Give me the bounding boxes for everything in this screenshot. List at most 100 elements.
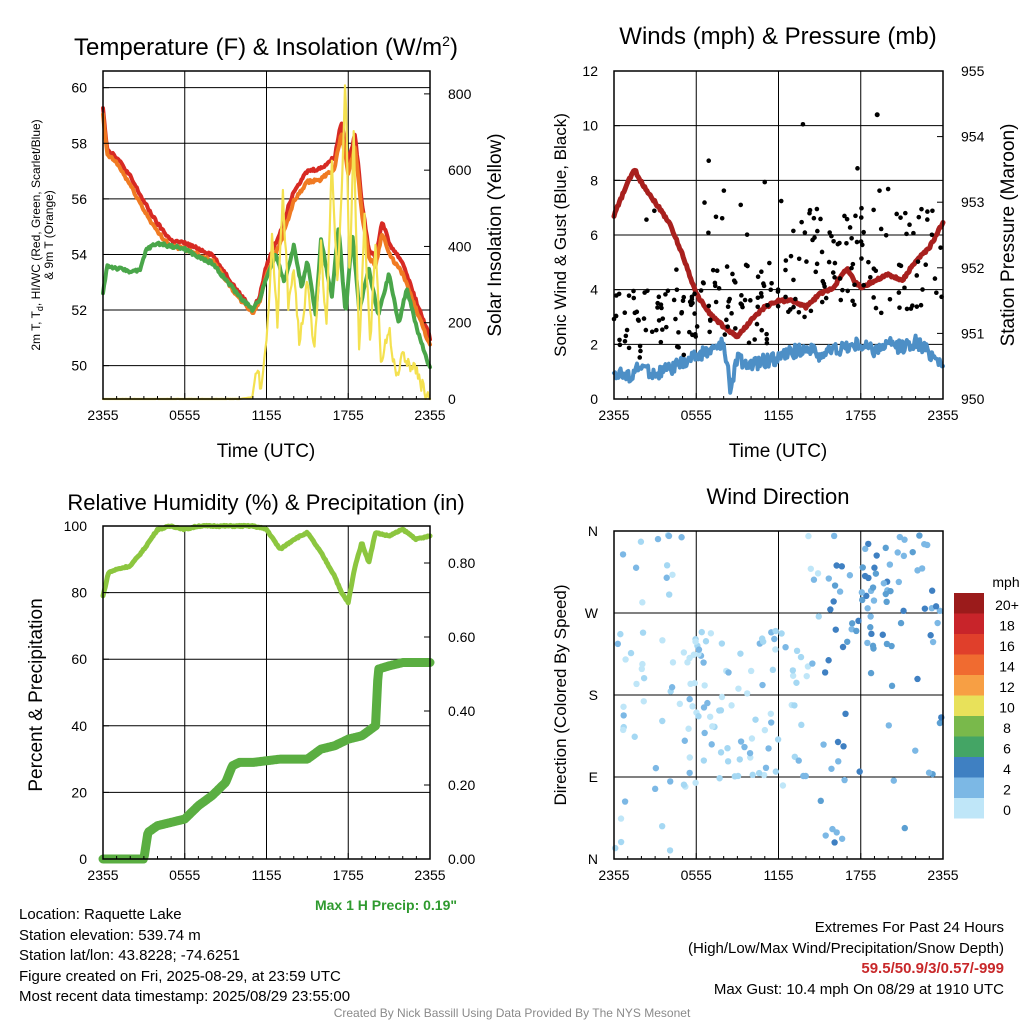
gust-point — [918, 302, 924, 308]
direction-point — [900, 607, 907, 615]
y-tick-label: N — [588, 523, 598, 539]
gust-point — [764, 340, 770, 346]
gust-point — [799, 219, 804, 225]
gust-point — [885, 186, 891, 192]
gust-point — [840, 287, 845, 293]
gust-point — [727, 296, 732, 302]
gust-point — [656, 318, 662, 323]
gust-point — [730, 271, 735, 277]
direction-point — [924, 541, 931, 549]
gust-point — [649, 329, 655, 335]
direction-point — [746, 749, 754, 757]
direction-point — [864, 605, 871, 612]
gust-point — [622, 338, 628, 344]
direction-point — [695, 646, 703, 653]
x-tick-label: 0555 — [169, 407, 200, 423]
gust-point — [652, 208, 657, 214]
x-tick-label: 1155 — [763, 407, 793, 423]
direction-point — [639, 629, 647, 636]
gust-point — [854, 239, 860, 245]
gust-point — [791, 228, 796, 234]
legend-swatch — [954, 716, 984, 737]
gust-point — [641, 316, 647, 321]
gust-point — [674, 287, 680, 293]
humidity-panel: Relative Humidity (%) & Precipitation (i… — [26, 490, 475, 913]
gust-point — [656, 294, 662, 300]
x-tick-label: 1755 — [845, 867, 876, 883]
direction-point — [638, 665, 646, 673]
direction-point — [795, 757, 802, 764]
gust-point — [852, 302, 857, 308]
direction-point — [640, 698, 647, 705]
y-tick-label: 20 — [71, 784, 87, 800]
extremes-subtitle: (High/Low/Max Wind/Precipitation/Snow De… — [688, 939, 1004, 957]
gust-point — [713, 214, 719, 220]
gust-point — [930, 208, 935, 214]
gust-point — [819, 249, 825, 255]
direction-point — [815, 613, 822, 620]
direction-point — [855, 617, 862, 625]
created-text: Figure created on Fri, 2025-08-29, at 23… — [19, 967, 341, 985]
direction-point — [685, 725, 692, 732]
winds-ylabel-right: Station Pressure (Maroon) — [998, 124, 1019, 347]
gust-point — [920, 287, 925, 292]
direction-point — [663, 574, 670, 581]
legend-label: 14 — [999, 659, 1015, 675]
legend-swatch — [954, 757, 984, 778]
direction-point — [870, 597, 878, 604]
direction-point — [622, 656, 629, 663]
x-tick-label: 1155 — [251, 407, 281, 423]
series-line — [612, 333, 945, 395]
gust-point — [614, 293, 619, 298]
gust-point — [914, 304, 920, 309]
direction-point — [680, 781, 688, 788]
direction-point — [791, 753, 798, 760]
direction-point — [667, 778, 674, 785]
gust-point — [632, 310, 638, 316]
direction-point — [927, 632, 934, 639]
gust-point — [877, 188, 882, 193]
gust-point — [807, 207, 813, 213]
gust-point — [793, 296, 798, 302]
direction-point — [689, 703, 696, 710]
right-tick-label: 200 — [448, 315, 472, 331]
direction-point — [833, 829, 840, 836]
direction-point — [737, 650, 744, 657]
direction-point — [844, 638, 851, 645]
x-tick-label: 1755 — [333, 867, 364, 883]
gust-point — [755, 295, 761, 301]
x-tick-label: 0555 — [681, 407, 712, 423]
legend-label: 20+ — [995, 597, 1019, 613]
direction-point — [702, 638, 710, 645]
direction-point — [669, 659, 677, 666]
gust-point — [837, 276, 843, 281]
gust-point — [871, 295, 876, 300]
gust-point — [904, 231, 909, 237]
direction-point — [731, 773, 739, 780]
gust-point — [617, 337, 622, 343]
gust-point — [694, 324, 700, 329]
gust-point — [713, 299, 719, 305]
gust-point — [622, 310, 628, 316]
legend-swatch — [954, 736, 984, 757]
direction-point — [772, 646, 779, 653]
gust-point — [701, 280, 706, 286]
gust-point — [626, 345, 632, 351]
gust-point — [925, 217, 930, 222]
direction-point — [872, 570, 880, 577]
credit-text: Created By Nick Bassill Using Data Provi… — [333, 1006, 691, 1020]
gust-point — [725, 324, 730, 329]
direction-point — [765, 745, 772, 752]
direction-point — [867, 624, 874, 631]
gust-point — [791, 304, 796, 310]
legend-swatch — [954, 613, 984, 634]
direction-point — [769, 666, 777, 674]
gust-point — [907, 222, 912, 228]
direction-point — [651, 785, 659, 793]
recent-text: Most recent data timestamp: 2025/08/29 2… — [19, 988, 351, 1005]
direction-point — [724, 744, 731, 752]
gust-point — [631, 288, 636, 294]
direction-point — [761, 726, 769, 734]
direction-point — [925, 769, 933, 776]
gust-point — [624, 327, 630, 333]
